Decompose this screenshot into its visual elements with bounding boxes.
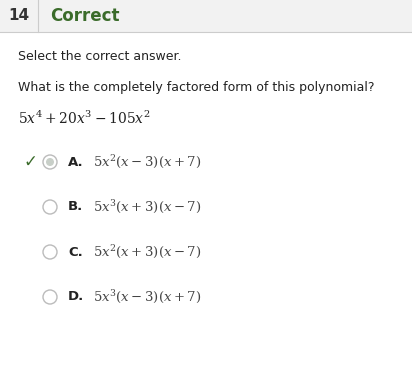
Circle shape	[43, 200, 57, 214]
Text: 14: 14	[8, 8, 30, 23]
Text: $5x^3(x - 3)(x + 7)$: $5x^3(x - 3)(x + 7)$	[93, 288, 201, 306]
Circle shape	[43, 155, 57, 169]
Text: $5x^2(x - 3)(x + 7)$: $5x^2(x - 3)(x + 7)$	[93, 154, 201, 170]
Text: Correct: Correct	[50, 7, 119, 25]
Text: $5x^2(x + 3)(x - 7)$: $5x^2(x + 3)(x - 7)$	[93, 243, 201, 261]
Bar	[0, 0, 412, 32]
Text: $5x^4 + 20x^3 - 105x^2$: $5x^4 + 20x^3 - 105x^2$	[18, 110, 151, 127]
Text: ✓: ✓	[23, 153, 37, 171]
Text: Select the correct answer.: Select the correct answer.	[18, 50, 182, 62]
Text: What is the completely factored form of this polynomial?: What is the completely factored form of …	[18, 81, 375, 95]
Text: B.: B.	[68, 200, 83, 214]
Circle shape	[43, 245, 57, 259]
Circle shape	[43, 290, 57, 304]
Text: $5x^3(x + 3)(x - 7)$: $5x^3(x + 3)(x - 7)$	[93, 199, 201, 215]
Text: D.: D.	[68, 291, 84, 304]
Circle shape	[46, 158, 54, 166]
Text: A.: A.	[68, 155, 84, 169]
Text: C.: C.	[68, 246, 83, 258]
